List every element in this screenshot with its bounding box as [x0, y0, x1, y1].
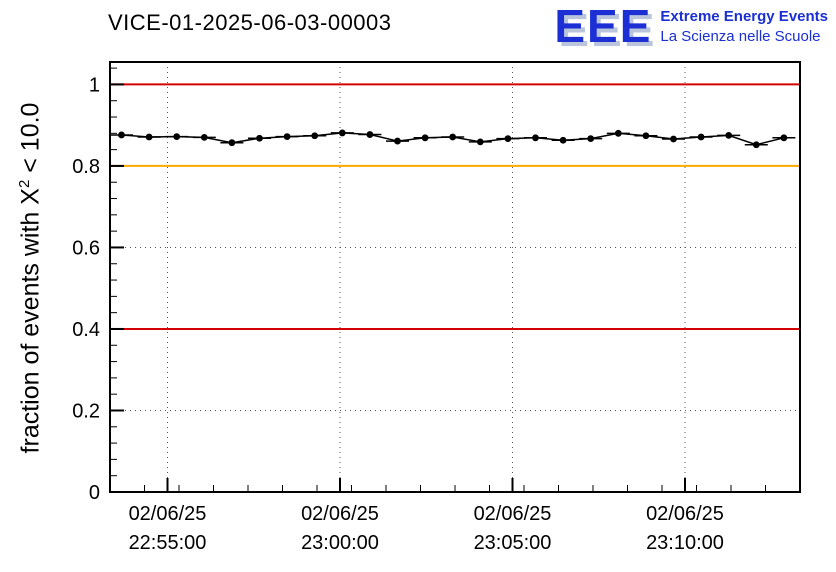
data-point: [614, 129, 622, 137]
x-tick-label-date: 02/06/25: [301, 503, 379, 525]
data-point: [338, 129, 346, 137]
data-point: [725, 131, 733, 139]
axis-ticks: [109, 67, 801, 493]
chart-title: VICE-01-2025-06-03-00003: [108, 10, 392, 35]
data-point: [697, 133, 705, 141]
data-point: [118, 131, 125, 139]
data-point: [366, 131, 374, 138]
x-tick-label-time: 22:55:00: [129, 532, 207, 554]
data-point: [173, 133, 181, 140]
plot-frame: [109, 61, 801, 493]
data-point: [145, 133, 153, 141]
data-point: [559, 136, 567, 144]
logo-subtitle-1: Extreme Energy Events: [660, 8, 828, 25]
data-point: [587, 135, 595, 143]
data-point: [421, 134, 429, 142]
y-tick-label: 0.8: [72, 156, 100, 178]
data-point: [504, 135, 512, 143]
logo-subtitle-2: La Scienza nelle Scuole: [660, 28, 821, 45]
data-series: [110, 129, 796, 149]
x-tick-label-date: 02/06/25: [646, 503, 724, 525]
data-point: [670, 135, 677, 143]
data-point: [532, 134, 539, 142]
data-point: [476, 138, 484, 146]
data-point: [200, 134, 208, 141]
y-tick-label: 1: [89, 74, 100, 96]
data-point: [642, 132, 650, 140]
x-tick-label-time: 23:10:00: [646, 532, 724, 554]
data-point: [283, 133, 291, 140]
x-tick-label-date: 02/06/25: [474, 503, 552, 525]
data-point: [256, 134, 263, 142]
grid-lines: [110, 62, 800, 492]
data-point: [394, 137, 401, 145]
data-point: [752, 141, 760, 149]
x-tick-label-date: 02/06/25: [129, 503, 207, 525]
eee-logo: EEE Extreme Energy Events La Scienza nel…: [554, 0, 828, 52]
data-point: [311, 132, 319, 140]
y-tick-label: 0.6: [72, 237, 100, 259]
eee-logo-text: EEE: [554, 0, 653, 52]
reference-lines: [110, 83, 800, 330]
eee-logo-subtitles: Extreme Energy Events La Scienza nelle S…: [660, 4, 828, 47]
y-tick-label: 0.2: [72, 400, 100, 422]
data-point: [228, 139, 236, 147]
data-point: [449, 133, 457, 141]
x-tick-label-time: 23:00:00: [301, 532, 379, 554]
y-tick-label: 0.4: [72, 319, 100, 341]
axis-tick-labels: 0 0.2 0.4 0.6 0.8 1 02/06/25 22:55:00 02/06/25 23…: [72, 74, 724, 554]
x-tick-label-time: 23:05:00: [474, 532, 552, 554]
data-point: [780, 134, 788, 142]
y-tick-label: 0: [89, 482, 100, 504]
